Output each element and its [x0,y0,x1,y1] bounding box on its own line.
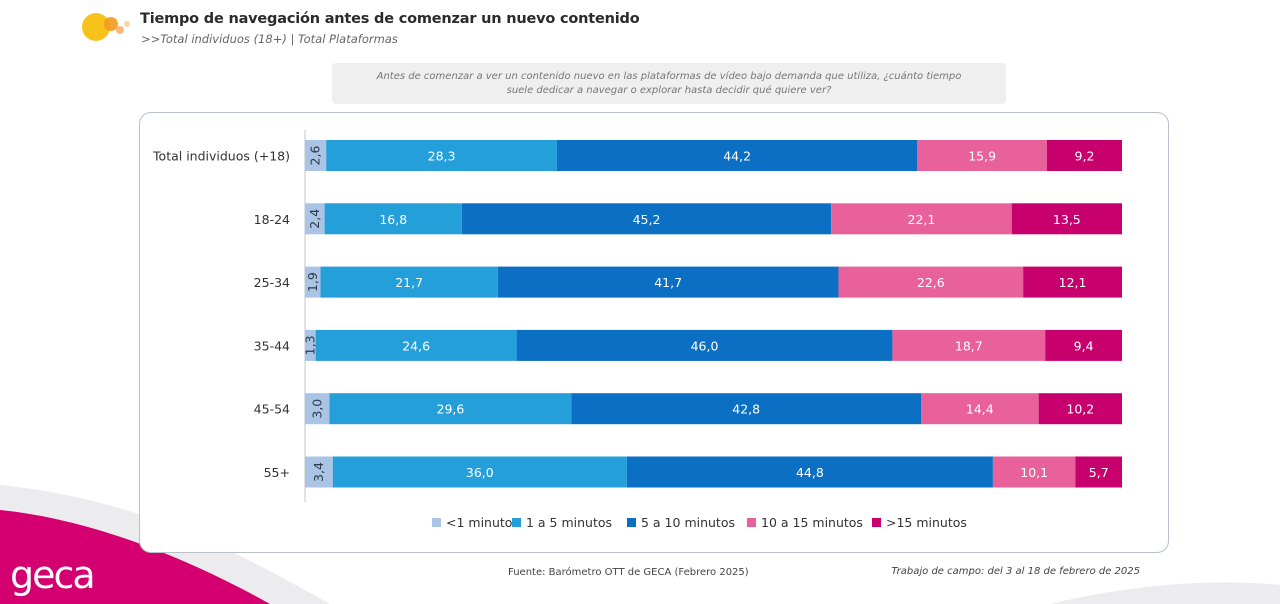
brand-logo-icon [82,13,130,41]
category-label: 25-34 [254,275,290,290]
data-label: 15,9 [968,149,996,164]
data-label: 3,0 [309,399,324,419]
fieldwork-note: Trabajo de campo: del 3 al 18 de febrero… [891,566,1140,577]
bar-segment [1038,393,1122,425]
category-label: 18-24 [254,212,290,227]
bar-segment [305,203,325,235]
data-label: 41,7 [654,275,682,290]
legend-swatch [432,518,441,527]
bar-segment [1023,266,1122,298]
bar-segment [992,456,1076,488]
data-label: 9,4 [1074,338,1094,353]
brand-wordmark: geca [10,553,96,597]
bar-segment [315,329,517,361]
bar-segment [332,456,627,488]
data-label: 45,2 [633,212,661,227]
legend-swatch [512,518,521,527]
data-label: 44,8 [796,465,824,480]
bar-segment [1046,140,1122,171]
bar-segment [305,393,330,425]
legend-label: <1 minuto [446,515,512,530]
bar-segment [626,456,993,488]
bar-segment [326,140,557,171]
data-label: 9,2 [1075,149,1095,164]
category-label: 55+ [264,465,290,480]
category-label: 35-44 [254,338,290,353]
bar-segment [1075,456,1122,488]
bar-segment [921,393,1039,425]
legend-label: 10 a 15 minutos [761,515,863,530]
legend-label: 5 a 10 minutos [641,515,735,530]
data-label: 44,2 [723,149,751,164]
legend-label: 1 a 5 minutos [526,515,612,530]
data-label: 18,7 [955,338,983,353]
bar-segment [516,329,893,361]
data-label: 13,5 [1053,212,1081,227]
category-label: 45-54 [254,402,290,417]
bar-segment [556,140,918,171]
bar-segment [320,266,498,298]
data-label: 22,6 [917,275,945,290]
bar-segment [892,329,1046,361]
data-label: 2,4 [307,209,322,229]
data-label: 12,1 [1059,275,1087,290]
data-label: 1,9 [305,272,320,292]
bar-segment [461,203,832,235]
data-label: 46,0 [691,338,719,353]
survey-question: Antes de comenzar a ver un contenido nue… [376,70,962,96]
bar-segment [305,456,333,488]
data-label: 42,8 [732,402,760,417]
data-label: 10,2 [1066,402,1094,417]
data-label: 5,7 [1089,465,1109,480]
bar-segment [324,203,462,235]
source-note: Fuente: Barómetro OTT de GECA (Febrero 2… [508,567,749,578]
data-label: 2,6 [308,146,323,166]
data-label: 36,0 [466,465,494,480]
bar-segment [329,393,572,425]
data-label: 10,1 [1020,465,1048,480]
page-subtitle: >>Total individuos (18+) | Total Platafo… [141,32,398,46]
data-label: 24,6 [402,338,430,353]
legend-swatch [872,518,881,527]
page-title: Tiempo de navegación antes de comenzar u… [140,11,640,27]
bar-segment [838,266,1024,298]
data-label: 28,3 [428,149,456,164]
bar-segment [1045,329,1122,361]
data-label: 14,4 [966,402,994,417]
legend-swatch [747,518,756,527]
bar-segment [571,393,922,425]
data-label: 21,7 [395,275,423,290]
bar-segment [305,329,316,361]
category-label: Total individuos (+18) [152,149,290,164]
data-label: 16,8 [379,212,407,227]
data-label: 1,3 [302,335,317,355]
bar-segment [305,140,327,171]
legend-label: >15 minutos [886,515,967,530]
data-label: 3,4 [311,462,326,482]
data-label: 29,6 [437,402,465,417]
bar-segment [497,266,839,298]
bar-segment [831,203,1012,235]
bar-segment [917,140,1047,171]
bar-segment [305,266,321,298]
bar-segment [1011,203,1122,235]
legend-swatch [627,518,636,527]
data-label: 22,1 [908,212,936,227]
question-box: Antes de comenzar a ver un contenido nue… [332,63,1006,104]
